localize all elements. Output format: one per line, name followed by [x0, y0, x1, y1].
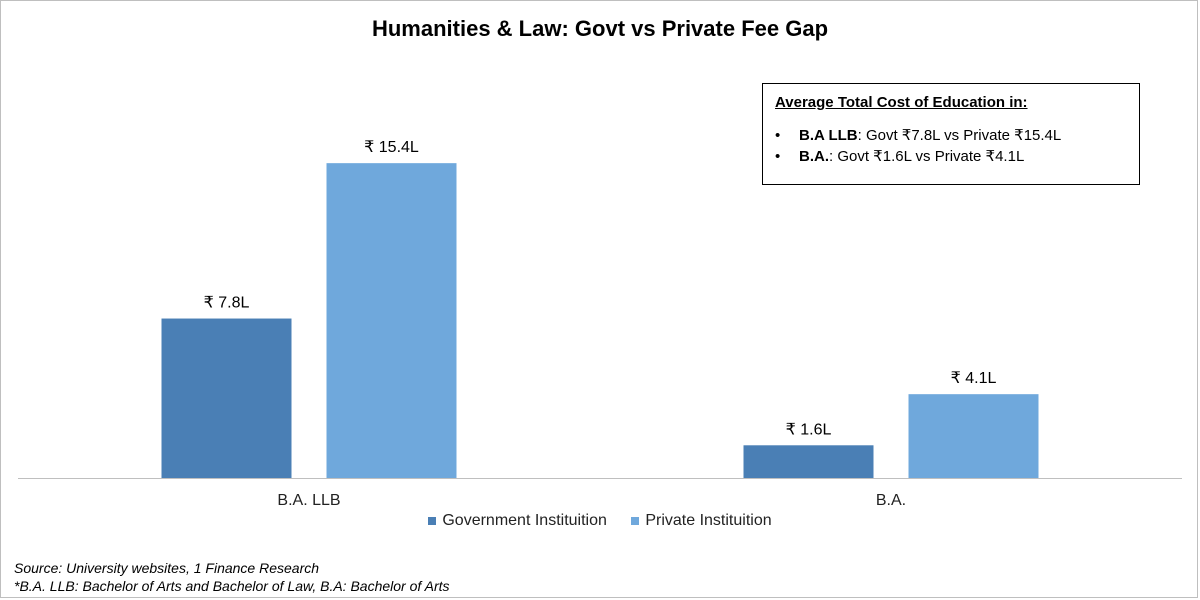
summary-item-label: B.A. — [799, 148, 829, 165]
summary-list: B.A LLB: Govt ₹7.8L vs Private ₹15.4L B.… — [775, 125, 1127, 167]
source-note: Source: University websites, 1 Finance R… — [14, 559, 450, 577]
summary-item-text: : Govt ₹1.6L vs Private ₹4.1L — [829, 148, 1024, 165]
bar-private-1 — [909, 394, 1039, 478]
data-label: ₹ 15.4L — [364, 139, 419, 156]
legend-item-private: Private Instituition — [631, 512, 771, 530]
bar-government-0 — [162, 319, 292, 478]
bar-private-0 — [327, 163, 457, 478]
chart-legend: Government Instituition Private Institui… — [0, 512, 1200, 530]
x-tick-label: B.A. — [876, 492, 906, 509]
x-tick-label: B.A. LLB — [277, 492, 340, 509]
summary-item-text: : Govt ₹7.8L vs Private ₹15.4L — [858, 127, 1062, 144]
abbreviation-note: *B.A. LLB: Bachelor of Arts and Bachelor… — [14, 577, 450, 595]
summary-heading: Average Total Cost of Education in: — [775, 94, 1127, 111]
legend-swatch-private — [631, 517, 639, 525]
summary-item-ba: B.A.: Govt ₹1.6L vs Private ₹4.1L — [775, 146, 1127, 167]
legend-swatch-government — [428, 517, 436, 525]
summary-item-label: B.A LLB — [799, 127, 858, 144]
legend-label-government: Government Instituition — [442, 512, 607, 530]
footnotes: Source: University websites, 1 Finance R… — [14, 559, 450, 595]
data-label: ₹ 4.1L — [951, 370, 997, 387]
legend-label-private: Private Instituition — [645, 512, 771, 530]
data-label: ₹ 7.8L — [204, 295, 250, 312]
data-label: ₹ 1.6L — [786, 421, 832, 438]
summary-box: Average Total Cost of Education in: B.A … — [762, 83, 1140, 185]
summary-item-ballb: B.A LLB: Govt ₹7.8L vs Private ₹15.4L — [775, 125, 1127, 146]
bar-government-1 — [744, 445, 874, 478]
legend-item-government: Government Instituition — [428, 512, 607, 530]
